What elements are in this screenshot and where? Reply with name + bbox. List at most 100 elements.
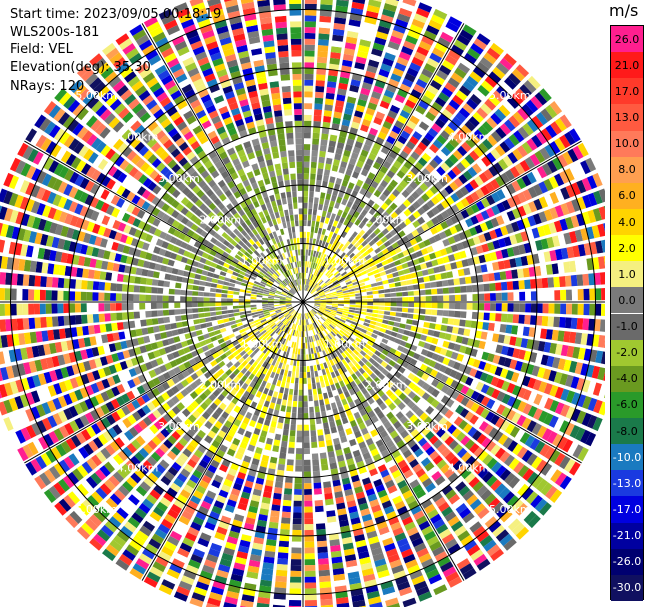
velocity-bin [293, 494, 302, 501]
velocity-bin [543, 209, 553, 221]
velocity-bin [431, 337, 439, 345]
velocity-bin [333, 328, 340, 334]
velocity-bin [368, 536, 380, 545]
velocity-bin [367, 257, 374, 264]
velocity-bin [500, 510, 513, 523]
velocity-bin [530, 291, 537, 301]
velocity-bin [385, 155, 395, 165]
velocity-bin [334, 585, 347, 593]
velocity-bin [503, 538, 517, 551]
velocity-bin [433, 518, 445, 530]
velocity-bin [417, 207, 426, 216]
velocity-bin [394, 454, 404, 464]
velocity-bin [334, 443, 342, 451]
velocity-bin [221, 411, 229, 420]
velocity-bin [468, 116, 480, 128]
velocity-bin [560, 303, 567, 315]
velocity-bin [496, 85, 509, 99]
velocity-bin [250, 299, 257, 302]
velocity-bin [287, 370, 292, 377]
velocity-bin [539, 88, 552, 102]
velocity-bin [171, 268, 179, 275]
velocity-bin [296, 430, 303, 437]
velocity-bin [332, 329, 338, 335]
velocity-bin [127, 284, 135, 293]
velocity-bin [457, 327, 465, 336]
velocity-bin [396, 155, 406, 165]
velocity-bin [455, 481, 467, 492]
velocity-bin [249, 463, 259, 472]
velocity-bin [348, 312, 355, 316]
velocity-bin [402, 307, 409, 313]
velocity-bin [385, 364, 393, 372]
velocity-bin [350, 79, 361, 87]
velocity-bin [407, 246, 415, 254]
velocity-bin [419, 302, 426, 308]
velocity-bin [452, 498, 464, 510]
velocity-bin [224, 322, 231, 327]
velocity-bin [442, 26, 457, 38]
velocity-bin [598, 188, 605, 203]
velocity-bin [519, 160, 531, 172]
velocity-bin [365, 405, 373, 414]
velocity-bin [386, 511, 397, 520]
velocity-bin [531, 115, 544, 129]
velocity-bin [310, 288, 315, 294]
velocity-bin [394, 474, 405, 484]
velocity-bin [438, 231, 447, 240]
velocity-bin [348, 208, 356, 216]
velocity-bin [409, 62, 422, 72]
velocity-bin [460, 197, 470, 208]
velocity-bin [239, 441, 248, 450]
velocity-bin [399, 179, 408, 189]
velocity-bin [349, 511, 360, 520]
velocity-bin [207, 326, 214, 333]
velocity-bin [441, 108, 453, 120]
velocity-bin [525, 303, 532, 313]
velocity-bin [504, 472, 516, 485]
velocity-bin [346, 213, 353, 221]
velocity-bin [604, 394, 605, 399]
velocity-bin [581, 412, 592, 427]
velocity-bin [291, 547, 302, 554]
velocity-bin [369, 365, 377, 372]
velocity-bin [251, 414, 259, 422]
velocity-bin [352, 146, 361, 155]
velocity-bin [418, 121, 430, 131]
velocity-bin [312, 335, 316, 342]
velocity-bin [508, 133, 520, 146]
velocity-bin [115, 293, 122, 301]
velocity-bin [343, 350, 350, 357]
velocity-bin [512, 480, 525, 493]
velocity-bin [307, 312, 310, 319]
velocity-bin [367, 102, 378, 111]
velocity-bin [292, 518, 302, 525]
velocity-bin [436, 459, 447, 470]
velocity-bin [306, 285, 309, 291]
velocity-bin [321, 337, 327, 344]
velocity-bin [242, 436, 250, 444]
velocity-bin [382, 188, 391, 197]
velocity-bin [297, 324, 300, 331]
velocity-bin [315, 263, 320, 270]
velocity-bin [410, 272, 418, 279]
velocity-bin [346, 458, 355, 466]
velocity-bin [427, 420, 437, 430]
velocity-bin [317, 540, 328, 548]
velocity-bin [360, 508, 371, 517]
velocity-bin [383, 356, 391, 364]
velocity-bin [386, 170, 396, 179]
velocity-bin [315, 270, 319, 276]
velocity-bin [333, 437, 340, 445]
velocity-bin [467, 426, 478, 438]
velocity-bin [391, 449, 401, 459]
velocity-bin [194, 273, 202, 280]
velocity-bin [412, 258, 420, 266]
velocity-bin [576, 410, 587, 424]
velocity-bin [323, 169, 331, 176]
velocity-bin [295, 348, 298, 355]
velocity-bin [223, 547, 235, 556]
velocity-bin [313, 347, 317, 354]
velocity-bin [380, 146, 390, 155]
velocity-bin [526, 420, 537, 433]
